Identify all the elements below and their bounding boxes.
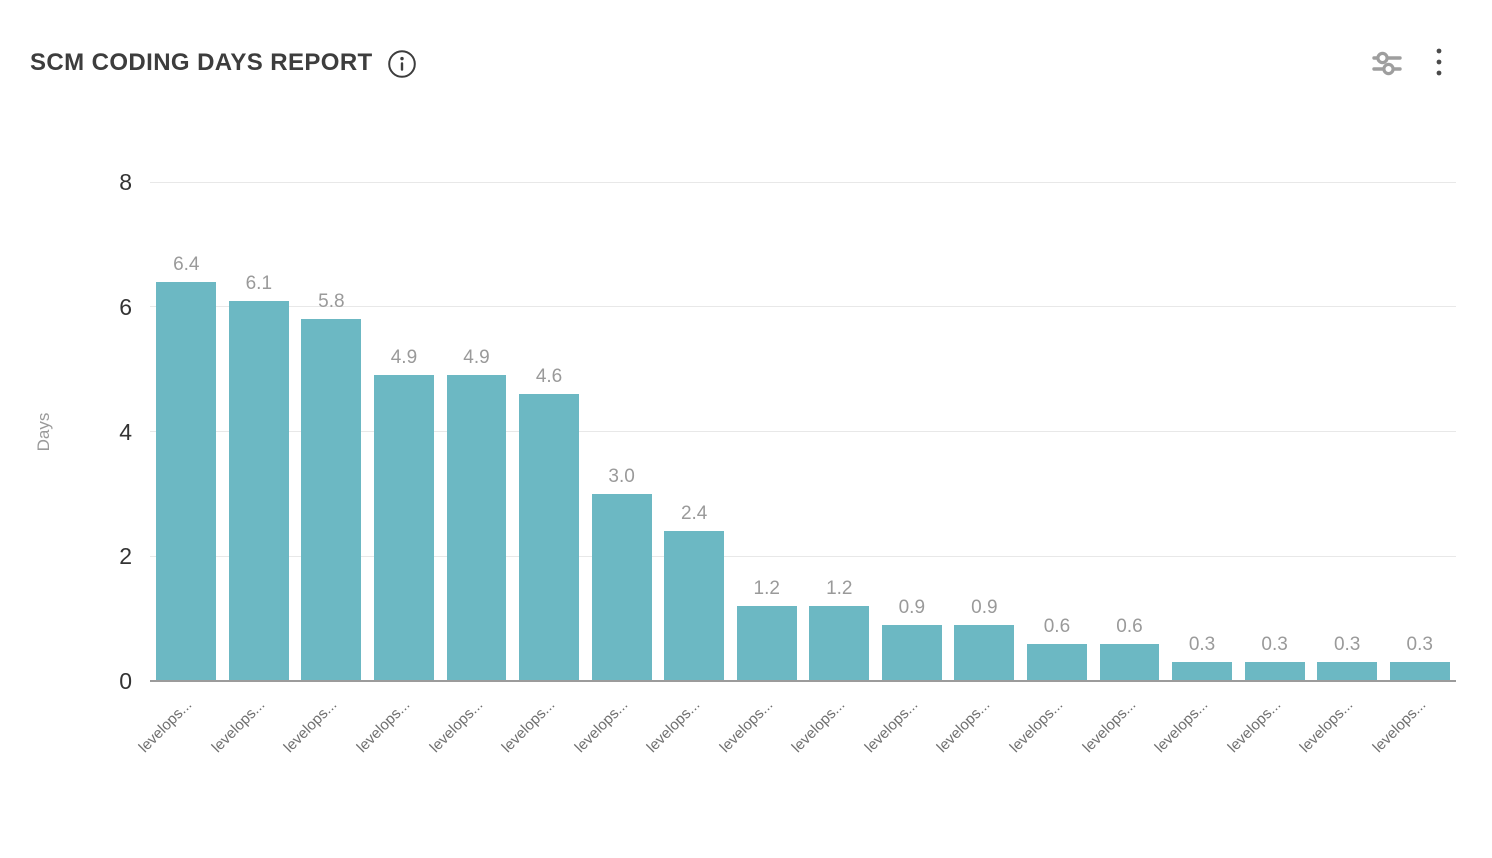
bar[interactable]	[519, 394, 579, 680]
bar-value-label: 4.9	[390, 347, 418, 369]
bar[interactable]	[954, 624, 1015, 680]
bar[interactable]	[1389, 662, 1450, 680]
bar[interactable]	[809, 606, 870, 680]
bar[interactable]	[156, 281, 217, 680]
y-axis-title: Days	[34, 412, 53, 451]
bar-value-label: 0.6	[1043, 615, 1071, 637]
bar-value-label: 0.3	[1261, 634, 1288, 656]
bar[interactable]	[446, 375, 507, 680]
gridline-y-8	[150, 181, 1456, 183]
widget-header: SCM CODING DAYS REPORT	[30, 46, 1444, 80]
bar[interactable]	[1244, 662, 1305, 680]
bar[interactable]	[664, 531, 725, 680]
bar[interactable]	[1172, 662, 1232, 680]
bar[interactable]	[736, 606, 797, 680]
kebab-menu-icon[interactable]	[1434, 46, 1444, 80]
bar-value-label: 6.4	[173, 253, 200, 275]
y-tick-label: 4	[119, 418, 132, 445]
y-tick-label: 2	[119, 543, 132, 570]
gridline-y-6	[150, 306, 1456, 308]
x-axis-line	[150, 680, 1456, 682]
bar[interactable]	[591, 493, 652, 680]
bar-value-label: 1.2	[753, 578, 780, 600]
info-icon[interactable]	[387, 49, 417, 79]
bar-value-label: 0.9	[971, 596, 998, 618]
bar[interactable]	[881, 624, 942, 680]
gridline-y-4	[150, 431, 1456, 432]
bar-value-label: 0.9	[898, 596, 926, 618]
bar-value-label: 0.3	[1188, 634, 1216, 656]
widget-controls	[1370, 46, 1444, 80]
bar-value-label: 0.3	[1406, 634, 1433, 656]
bar-value-label: 1.2	[826, 578, 853, 600]
bar[interactable]	[228, 300, 289, 680]
y-tick-label: 8	[119, 169, 132, 195]
gridline-y-2	[150, 555, 1456, 557]
page-title: SCM CODING DAYS REPORT	[30, 49, 373, 76]
bar-value-label: 5.8	[318, 291, 345, 313]
bar-value-label: 4.9	[463, 347, 490, 369]
bar-value-label: 3.0	[608, 465, 635, 487]
bar[interactable]	[374, 375, 434, 680]
bar-value-label: 6.1	[245, 272, 273, 294]
bar-value-label: 0.3	[1333, 634, 1361, 656]
y-tick-label: 0	[119, 668, 132, 694]
bar[interactable]	[1099, 643, 1160, 680]
bar-value-label: 2.4	[680, 503, 708, 525]
bar-value-label: 0.6	[1116, 615, 1143, 637]
bar[interactable]	[1317, 662, 1378, 680]
bar[interactable]	[1027, 643, 1087, 680]
bar[interactable]	[301, 319, 362, 680]
bar-value-label: 4.6	[535, 366, 563, 388]
filters-icon[interactable]	[1370, 46, 1404, 80]
y-tick-label: 6	[119, 293, 132, 320]
